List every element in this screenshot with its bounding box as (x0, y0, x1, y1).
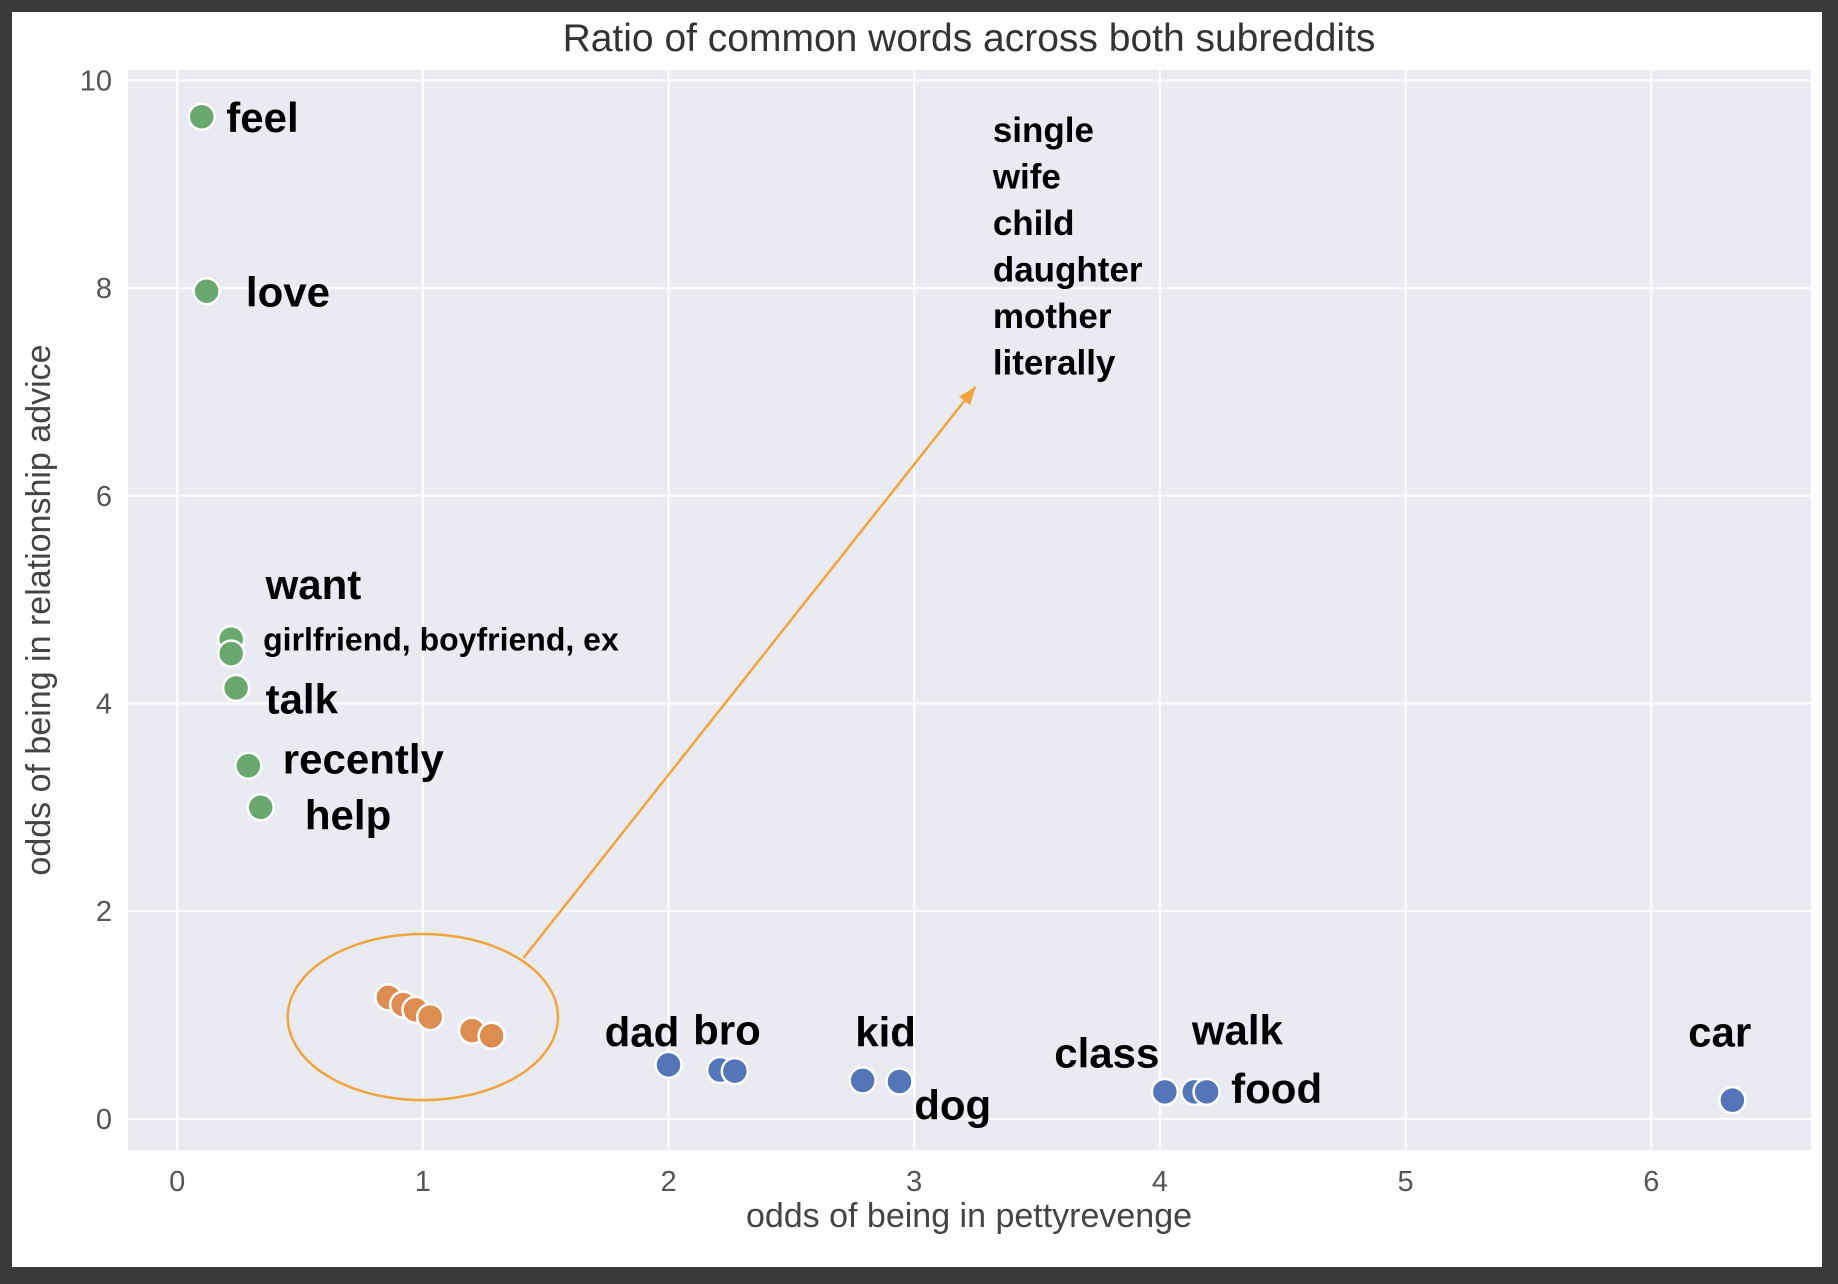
x-tick-label: 1 (415, 1166, 431, 1198)
x-tick-label: 2 (660, 1166, 676, 1198)
y-tick-label: 0 (96, 1104, 112, 1136)
callout-word: literally (993, 344, 1116, 383)
plot-area (128, 70, 1811, 1150)
word-label: feel (226, 94, 298, 141)
chart-title: Ratio of common words across both subred… (563, 17, 1376, 60)
x-tick-label: 4 (1152, 1166, 1168, 1198)
callout-word: single (993, 111, 1094, 150)
data-point (477, 1021, 506, 1051)
word-label: bro (693, 1007, 761, 1054)
callout-word: wife (992, 158, 1061, 197)
callout-word: daughter (993, 251, 1143, 290)
data-point (1192, 1077, 1221, 1107)
data-point (216, 639, 246, 668)
word-label: dog (914, 1081, 991, 1128)
y-tick-label: 8 (96, 273, 112, 305)
word-label: food (1231, 1065, 1322, 1112)
cluster-ellipse (286, 932, 560, 1102)
word-label: talk (266, 675, 339, 722)
data-point (885, 1067, 914, 1096)
word-label: class (1054, 1030, 1159, 1077)
chart-frame: 0 1 2 3 4 5 6 0 2 4 6 8 10 feel love want girlfriend, … (12, 12, 1822, 1267)
data-point (187, 102, 216, 131)
word-label: walk (1191, 1007, 1284, 1054)
x-axis-label: odds of being in pettyrevenge (746, 1197, 1192, 1235)
callout-arrow-head (958, 386, 976, 406)
y-tick-labels: 0 2 4 6 8 10 (80, 65, 112, 1135)
data-point (234, 751, 263, 781)
callout-arrow-line (522, 385, 977, 959)
y-tick-label: 6 (96, 481, 112, 513)
word-label: recently (283, 736, 445, 783)
scatter-chart: 0 1 2 3 4 5 6 0 2 4 6 8 10 feel love want girlfriend, … (20, 17, 1811, 1235)
x-tick-label: 5 (1398, 1166, 1414, 1198)
y-tick-label: 10 (80, 65, 112, 97)
callout-word: child (993, 204, 1075, 243)
cluster-ellipse-layer (286, 385, 977, 1102)
word-label: kid (855, 1009, 916, 1056)
data-point (192, 276, 221, 306)
x-tick-label: 3 (906, 1166, 922, 1198)
x-tick-labels: 0 1 2 3 4 5 6 (169, 1166, 1659, 1198)
callout-word: mother (993, 297, 1112, 336)
x-tick-label: 0 (169, 1166, 185, 1198)
x-tick-label: 6 (1643, 1166, 1659, 1198)
data-point (1150, 1077, 1180, 1107)
word-label: car (1688, 1009, 1751, 1056)
data-point (221, 673, 251, 703)
data-point (415, 1002, 445, 1032)
data-point (848, 1066, 877, 1095)
callout-word-list: single wife child daughter mother literally (992, 111, 1143, 383)
word-annotations: feel love want girlfriend, boyfriend, ex tal… (226, 94, 1751, 1129)
word-label: girlfriend, boyfriend, ex (263, 622, 619, 658)
word-label: want (265, 561, 362, 608)
data-point (654, 1050, 683, 1080)
data-point (720, 1056, 750, 1086)
word-label: dad (605, 1009, 680, 1056)
y-tick-label: 4 (96, 688, 112, 720)
data-points (187, 102, 1747, 1115)
y-axis-label: odds of being in relationship advice (20, 344, 58, 875)
word-label: love (246, 268, 330, 315)
y-tick-label: 2 (96, 896, 112, 928)
word-label: help (305, 792, 391, 839)
grid-lines (128, 70, 1811, 1150)
data-point (246, 793, 275, 822)
data-point (1718, 1085, 1747, 1115)
